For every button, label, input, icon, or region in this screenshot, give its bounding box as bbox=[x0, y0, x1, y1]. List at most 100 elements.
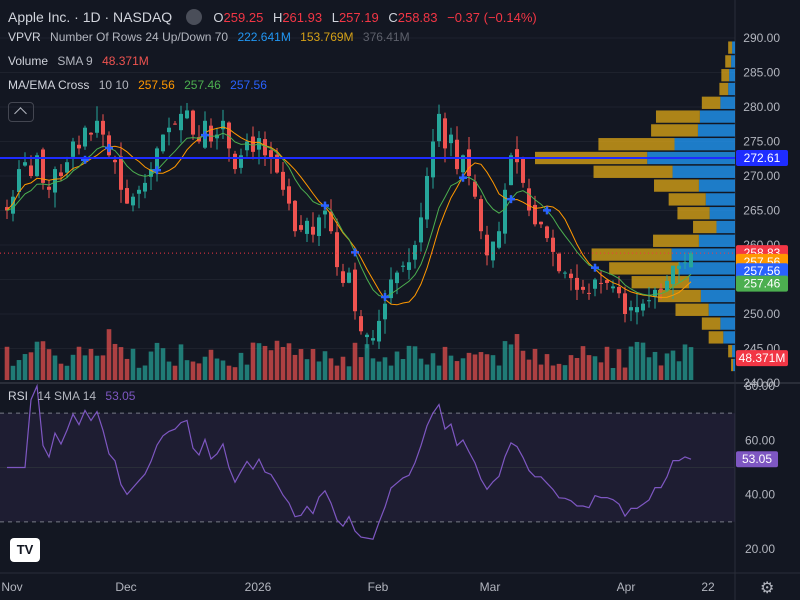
candle-body bbox=[665, 280, 669, 291]
gear-icon[interactable]: ⚙ bbox=[760, 580, 775, 597]
close-label: C bbox=[388, 10, 398, 25]
time-tick: 22 bbox=[701, 580, 715, 594]
volume-bar bbox=[154, 342, 160, 380]
volume-bar bbox=[292, 354, 298, 380]
volume-bar bbox=[364, 344, 370, 380]
candle-body bbox=[425, 176, 429, 220]
volume-bar bbox=[550, 365, 556, 380]
volume-bar bbox=[472, 354, 478, 380]
candle-body bbox=[251, 136, 255, 152]
candle-body bbox=[341, 271, 345, 283]
volume-bar bbox=[640, 342, 646, 380]
price-tick: 265.00 bbox=[743, 204, 780, 218]
volume-bar bbox=[376, 361, 382, 380]
volume-bar bbox=[346, 366, 352, 380]
time-tick: Mar bbox=[480, 580, 501, 594]
price-tick: 290.00 bbox=[743, 31, 780, 45]
candle-body bbox=[353, 269, 357, 312]
vpvr-up-bar bbox=[720, 96, 735, 109]
candle-body bbox=[605, 280, 609, 283]
vpvr-up-bar bbox=[672, 165, 735, 178]
candle-body bbox=[47, 186, 51, 190]
vpvr-down-bar bbox=[598, 138, 675, 151]
candle-body bbox=[233, 153, 237, 170]
volume-bar bbox=[58, 363, 64, 380]
cross-marker bbox=[351, 248, 359, 257]
candle-body bbox=[347, 272, 351, 283]
volume-bar bbox=[250, 342, 256, 380]
candle-body bbox=[389, 279, 393, 299]
volume-params: SMA 9 bbox=[57, 54, 93, 68]
cross-marker bbox=[459, 173, 467, 182]
candle-body bbox=[431, 141, 435, 178]
cross-marker bbox=[543, 206, 551, 215]
volume-bar bbox=[586, 355, 592, 380]
collapse-legend-button[interactable] bbox=[8, 102, 34, 122]
volume-bar bbox=[28, 352, 34, 380]
cross-marker bbox=[591, 263, 599, 272]
ma-legend[interactable]: MA/EMA Cross 10 10 257.56 257.46 257.56 bbox=[8, 78, 273, 92]
volume-bar bbox=[352, 342, 358, 380]
volume-bar bbox=[442, 346, 448, 380]
candle-body bbox=[479, 199, 483, 232]
volume-bar bbox=[526, 359, 532, 380]
candle-body bbox=[551, 237, 555, 252]
volume-bar bbox=[202, 356, 208, 380]
price-tick: 250.00 bbox=[743, 307, 780, 321]
vpvr-up-bar bbox=[699, 110, 735, 123]
candle-body bbox=[635, 307, 639, 313]
vpvr-up-bar bbox=[708, 303, 735, 316]
volume-bar bbox=[496, 365, 502, 380]
candle-body bbox=[53, 169, 57, 193]
candle-body bbox=[329, 211, 333, 232]
candle-body bbox=[77, 144, 81, 149]
volume-bar bbox=[82, 355, 88, 380]
candle-body bbox=[575, 277, 579, 290]
candle-body bbox=[683, 262, 687, 264]
candle-body bbox=[401, 265, 405, 267]
price-label-bg bbox=[736, 275, 788, 292]
vpvr-legend[interactable]: VPVR Number Of Rows 24 Up/Down 70 222.64… bbox=[8, 30, 416, 44]
volume-bar bbox=[646, 357, 652, 380]
candle-body bbox=[677, 265, 681, 269]
price-label-text: 48.371M bbox=[739, 351, 786, 365]
volume-bar bbox=[106, 329, 112, 380]
volume-bar bbox=[130, 348, 136, 380]
candle-body bbox=[557, 253, 561, 272]
candle-body bbox=[569, 273, 573, 279]
candle-body bbox=[599, 282, 603, 284]
price-label-text: 257.46 bbox=[744, 277, 781, 291]
candle-body bbox=[419, 217, 423, 243]
price-tick: 280.00 bbox=[743, 100, 780, 114]
more-icon[interactable] bbox=[185, 9, 202, 25]
volume-bar bbox=[388, 365, 394, 380]
vpvr-down-bar bbox=[677, 207, 710, 220]
tradingview-logo[interactable]: TV bbox=[10, 538, 40, 562]
volume-bar bbox=[574, 357, 580, 380]
candle-body bbox=[245, 141, 249, 151]
volume-legend[interactable]: Volume SMA 9 48.371M bbox=[8, 54, 155, 68]
candle-body bbox=[359, 316, 363, 332]
candle-body bbox=[65, 162, 69, 173]
candle-body bbox=[83, 127, 87, 147]
candle-body bbox=[617, 287, 621, 294]
close-value: 258.83 bbox=[397, 10, 438, 25]
vpvr-up-bar bbox=[689, 276, 735, 289]
vpvr-up-bar bbox=[674, 138, 735, 151]
volume-bar bbox=[460, 358, 466, 380]
vpvr-up-bar bbox=[720, 317, 735, 330]
candle-body bbox=[161, 134, 165, 152]
volume-bar bbox=[418, 358, 424, 380]
vpvr-up-bar bbox=[732, 345, 735, 358]
volume-bar bbox=[580, 346, 586, 380]
candle-body bbox=[467, 149, 471, 176]
candle-body bbox=[269, 150, 273, 159]
rsi-legend[interactable]: RSI 14 SMA 14 53.05 bbox=[8, 389, 141, 403]
volume-bar bbox=[508, 344, 514, 380]
candle-body bbox=[491, 241, 495, 261]
vpvr-down-bar bbox=[725, 55, 732, 68]
volume-bar bbox=[310, 349, 316, 380]
vpvr-up-bar bbox=[697, 124, 735, 137]
symbol-title[interactable]: Apple Inc. · 1D · NASDAQ bbox=[8, 9, 173, 25]
